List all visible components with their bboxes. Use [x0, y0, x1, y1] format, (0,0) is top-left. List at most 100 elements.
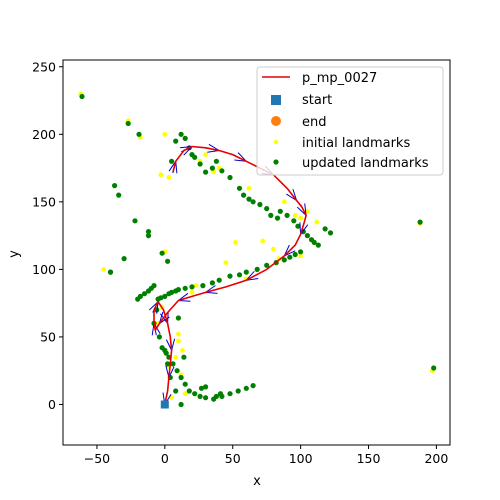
updated-landmark-point: [192, 391, 198, 397]
updated-landmark-point: [79, 93, 85, 100]
updated-landmark-point: [173, 138, 179, 144]
y-tick-label: 50: [40, 329, 56, 344]
initial-landmark-point: [281, 199, 287, 205]
updated-landmark-point: [304, 233, 310, 239]
updated-landmark-point: [277, 208, 283, 214]
initial-landmark-point: [271, 246, 276, 252]
initial-landmark-point: [176, 338, 181, 344]
updated-landmark-point: [235, 388, 241, 394]
updated-landmark-point: [182, 285, 188, 291]
updated-landmark-point: [203, 384, 209, 390]
updated-landmark-point: [227, 174, 233, 181]
updated-landmark-point: [327, 230, 334, 236]
updated-landmark-point: [197, 393, 203, 399]
updated-landmark-point: [203, 169, 209, 175]
updated-landmark-point: [264, 262, 270, 268]
legend-label-initial-landmarks: initial landmarks: [302, 136, 410, 151]
legend-end-swatch: [271, 116, 281, 126]
updated-landmark-point: [284, 212, 290, 218]
updated-landmark-point: [186, 388, 192, 394]
updated-landmark-point: [274, 215, 281, 221]
initial-landmark-point: [193, 283, 199, 288]
y-tick-label: 200: [32, 127, 56, 142]
updated-landmark-point: [174, 368, 180, 374]
updated-landmark-point: [431, 365, 437, 371]
initial-landmark-point: [166, 175, 172, 180]
updated-landmark-point: [182, 381, 188, 387]
updated-landmark-point: [198, 385, 205, 391]
updated-landmark-point: [298, 249, 304, 255]
y-tick-label: 250: [32, 59, 56, 74]
updated-landmark-point: [197, 161, 203, 167]
updated-landmark-point: [291, 218, 297, 224]
initial-landmark-point: [298, 215, 303, 221]
initial-landmark-point: [246, 185, 252, 191]
plot-area: [78, 91, 437, 409]
updated-landmark-point: [315, 242, 321, 248]
updated-landmark-point: [209, 165, 215, 171]
initial-landmark-point: [180, 348, 185, 353]
updated-landmark-point: [121, 256, 127, 262]
updated-landmark-point: [241, 192, 247, 198]
updated-landmark-point: [125, 120, 131, 127]
updated-landmark-point: [145, 229, 152, 235]
axes: −50 0 50 100 150 200 0 50 100 150 200 250: [32, 59, 451, 466]
updated-landmark-point: [213, 158, 219, 164]
updated-landmark-point: [281, 257, 287, 263]
initial-landmark-point: [101, 267, 107, 272]
x-tick-label: 200: [424, 451, 448, 466]
initial-landmark-point: [173, 354, 179, 360]
x-tick-label: 50: [225, 451, 241, 466]
updated-landmark-point: [136, 131, 142, 137]
updated-landmark-point: [209, 280, 215, 286]
legend-label-updated-landmarks: updated landmarks: [302, 156, 429, 171]
legend: p_mp_0027 start end initial landmarks up…: [256, 66, 444, 176]
legend-updated-swatch: [273, 159, 279, 165]
updated-landmark-point: [268, 212, 274, 218]
y-tick-label: 100: [32, 262, 56, 277]
updated-landmark-point: [292, 251, 298, 258]
updated-landmark-point: [250, 199, 256, 205]
updated-landmark-point: [145, 288, 152, 294]
legend-label-start: start: [302, 93, 332, 108]
updated-landmark-point: [417, 219, 423, 225]
legend-label-end: end: [302, 115, 327, 130]
updated-landmark-point: [246, 196, 252, 202]
updated-landmark-point: [203, 395, 209, 401]
updated-landmark-point: [189, 284, 195, 290]
updated-landmark-point: [217, 391, 224, 397]
updated-landmark-point: [173, 288, 179, 294]
start-marker: [160, 400, 169, 409]
updated-landmark-point: [250, 383, 256, 389]
trajectory-line: [153, 145, 307, 405]
initial-landmark-point: [158, 172, 164, 178]
updated-landmark-point: [178, 374, 184, 381]
updated-landmark-point: [166, 291, 172, 297]
legend-initial-swatch: [273, 139, 279, 145]
initial-landmark-point: [189, 290, 195, 295]
updated-landmark-point: [236, 185, 243, 191]
updated-landmark-point: [170, 361, 176, 367]
updated-landmark-point: [132, 218, 138, 224]
y-tick-label: 0: [48, 397, 56, 412]
updated-landmark-point: [178, 131, 184, 137]
updated-landmark-point: [243, 269, 249, 275]
updated-landmark-point: [264, 206, 270, 212]
updated-landmark-point: [145, 233, 152, 239]
x-tick-label: 150: [357, 451, 381, 466]
legend-frame: [256, 66, 444, 176]
updated-landmark-point: [243, 385, 249, 391]
updated-landmark-point: [178, 401, 184, 408]
updated-landmark-point: [162, 347, 168, 353]
initial-landmark-point: [298, 253, 303, 259]
updated-landmark-point: [295, 223, 301, 229]
x-tick-label: 0: [161, 451, 169, 466]
updated-landmark-point: [169, 158, 175, 164]
legend-start-swatch: [271, 95, 281, 105]
updated-landmark-point: [175, 315, 181, 321]
x-tick-label: −50: [84, 451, 110, 466]
updated-landmark-point: [254, 266, 260, 272]
x-tick-label: 100: [289, 451, 313, 466]
updated-landmark-point: [257, 201, 263, 208]
updated-landmark-point: [107, 269, 114, 275]
